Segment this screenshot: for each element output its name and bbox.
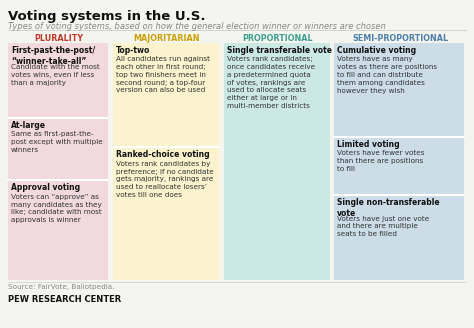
Text: Voters rank candidates;
once candidates receive
a predetermined quota
of votes, : Voters rank candidates; once candidates … [227, 56, 315, 109]
Text: Voters rank candidates by
preference; if no candidate
gets majority, rankings ar: Voters rank candidates by preference; if… [116, 161, 214, 198]
Text: Voting systems in the U.S.: Voting systems in the U.S. [8, 10, 206, 23]
Text: Voters have as many
votes as there are positions
to fill and can distribute
them: Voters have as many votes as there are p… [337, 56, 437, 93]
Bar [8, 43, 108, 280]
Text: MAJORITARIAN: MAJORITARIAN [134, 34, 200, 43]
Bar [224, 43, 330, 280]
Text: First-past-the-post/
“winner-take-all”: First-past-the-post/ “winner-take-all” [11, 46, 95, 66]
Text: PROPORTIONAL: PROPORTIONAL [243, 34, 313, 43]
Text: Cumulative voting: Cumulative voting [337, 46, 416, 55]
Text: Voters have fewer votes
than there are positions
to fill: Voters have fewer votes than there are p… [337, 150, 425, 172]
Text: Source: FairVote, Ballotpedia.: Source: FairVote, Ballotpedia. [8, 284, 114, 290]
Text: Ranked-choice voting: Ranked-choice voting [116, 150, 210, 159]
Text: Types of voting systems, based on how the general election winner or winners are: Types of voting systems, based on how th… [8, 22, 386, 31]
Text: Voters have just one vote
and there are multiple
seats to be filled: Voters have just one vote and there are … [337, 216, 429, 237]
Text: SEMI-PROPORTIONAL: SEMI-PROPORTIONAL [352, 34, 448, 43]
Text: Limited voting: Limited voting [337, 140, 400, 149]
Bar [334, 43, 464, 280]
Text: Same as first-past-the-
post except with multiple
winners: Same as first-past-the- post except with… [11, 131, 103, 153]
Text: Approval voting: Approval voting [11, 183, 80, 193]
Bar [113, 43, 219, 280]
Text: Candidate with the most
votes wins, even if less
than a majority: Candidate with the most votes wins, even… [11, 64, 100, 86]
Text: At-large: At-large [11, 121, 46, 130]
Text: Single transferable vote: Single transferable vote [227, 46, 332, 55]
Text: Single non-transferable
vote: Single non-transferable vote [337, 198, 439, 218]
Text: PEW RESEARCH CENTER: PEW RESEARCH CENTER [8, 295, 121, 304]
Text: All candidates run against
each other in first round;
top two finishers meet in
: All candidates run against each other in… [116, 56, 210, 93]
Text: Voters can “approve” as
many candidates as they
like; candidate with most
approv: Voters can “approve” as many candidates … [11, 194, 102, 223]
Text: Top-two: Top-two [116, 46, 150, 55]
Text: PLURALITY: PLURALITY [35, 34, 83, 43]
